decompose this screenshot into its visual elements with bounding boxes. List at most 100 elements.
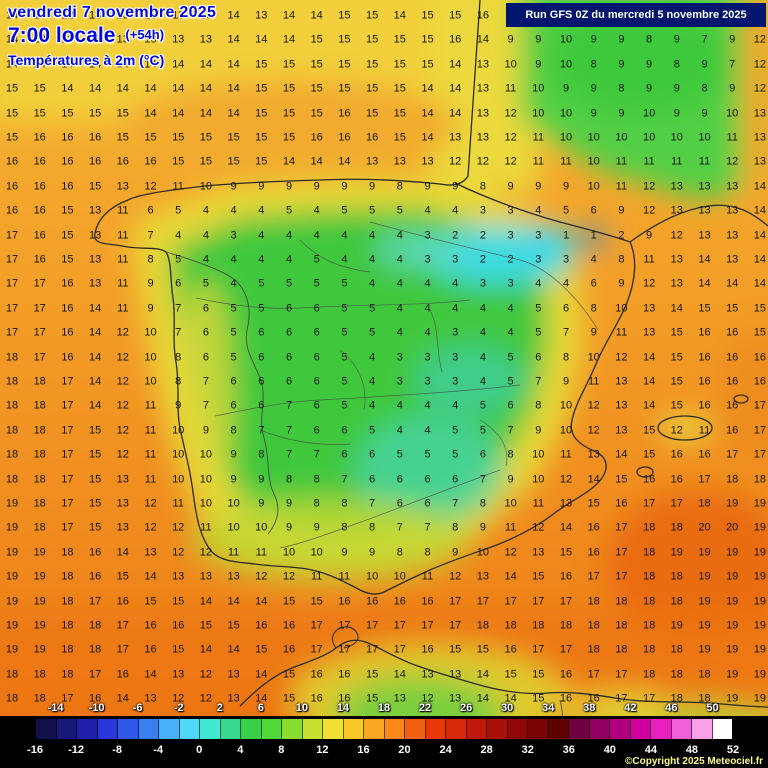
temp-value: 6 xyxy=(396,473,403,486)
temp-value: 13 xyxy=(642,326,656,339)
legend-bottom-label: 52 xyxy=(726,744,740,756)
temp-value: 13 xyxy=(144,9,157,22)
temp-value: 18 xyxy=(615,595,628,608)
temp-value: 4 xyxy=(452,302,459,315)
temp-value: 4 xyxy=(507,302,514,315)
temp-value: 15 xyxy=(670,326,683,339)
temp-value: 8 xyxy=(701,82,708,95)
temp-value: 15 xyxy=(116,107,129,120)
temp-value: 17 xyxy=(559,643,573,656)
legend-color-cell xyxy=(548,719,569,739)
temp-value: 15 xyxy=(670,375,683,388)
temp-value: 12 xyxy=(172,546,185,559)
temp-value: 16 xyxy=(615,497,628,510)
legend-color-cell xyxy=(159,719,180,739)
temp-value: 5 xyxy=(424,448,431,461)
temp-value: 5 xyxy=(285,277,293,290)
temp-value: 18 xyxy=(670,643,683,656)
temp-value: 14 xyxy=(144,570,157,583)
temp-value: 13 xyxy=(227,570,240,583)
temp-value: 4 xyxy=(562,277,570,290)
temp-value: 17 xyxy=(476,595,490,608)
temp-value: 13 xyxy=(88,204,102,217)
temp-value: 13 xyxy=(726,229,739,242)
temp-value: 14 xyxy=(61,58,74,71)
temp-value: 8 xyxy=(673,58,680,71)
temp-value: 11 xyxy=(615,180,628,193)
temp-value: 9 xyxy=(313,180,320,193)
temp-value: 14 xyxy=(144,107,157,120)
temp-value: 12 xyxy=(726,155,739,168)
temp-value: 17 xyxy=(5,302,19,315)
temp-value: 16 xyxy=(33,229,46,242)
temp-value: 16 xyxy=(338,595,351,608)
temp-value: 13 xyxy=(449,131,462,144)
temp-value: 15 xyxy=(116,131,129,144)
temp-value: 4 xyxy=(396,326,403,339)
temp-value: 17 xyxy=(449,619,462,632)
temp-value: 16 xyxy=(33,180,46,193)
temp-value: 16 xyxy=(421,643,434,656)
legend-color-cell xyxy=(282,719,303,739)
temp-value: 19 xyxy=(726,643,739,656)
temp-value: 9 xyxy=(452,546,459,559)
temp-value: 18 xyxy=(61,595,74,608)
temp-value: 13 xyxy=(615,424,628,437)
title-block: vendredi 7 novembre 2025 7:00 locale (+54… xyxy=(8,4,216,68)
temp-value: 18 xyxy=(726,473,739,486)
legend-top-label: 26 xyxy=(459,702,473,714)
temp-value: 14 xyxy=(116,692,129,705)
temp-value: 13 xyxy=(670,277,683,290)
temp-value: 19 xyxy=(33,643,46,656)
temp-value: 17 xyxy=(615,668,628,681)
temp-value: 15 xyxy=(338,9,351,22)
temp-value: 11 xyxy=(726,131,738,144)
temp-value: 15 xyxy=(393,33,406,46)
temp-value: 16 xyxy=(61,277,74,290)
temp-value: 16 xyxy=(587,546,600,559)
temp-value: 14 xyxy=(255,33,268,46)
temp-value: 3 xyxy=(535,253,542,266)
temp-value: 5 xyxy=(341,399,348,412)
legend-bottom-label: -12 xyxy=(68,744,84,756)
temp-value: 15 xyxy=(421,58,434,71)
legend-top-label: 14 xyxy=(336,702,350,714)
temp-value: 13 xyxy=(476,58,490,71)
temp-value: 11 xyxy=(532,497,545,510)
legend-color-cell xyxy=(364,719,385,739)
temp-value: 6 xyxy=(258,326,265,339)
temp-value: 8 xyxy=(175,375,182,388)
temp-value: 14 xyxy=(642,399,656,412)
temp-value: 14 xyxy=(5,33,19,46)
temp-value: 12 xyxy=(504,107,517,120)
temp-value: 9 xyxy=(590,33,597,46)
temp-value: 18 xyxy=(698,668,711,681)
forecast-date: vendredi 7 novembre 2025 xyxy=(8,4,217,21)
temp-value: 12 xyxy=(116,448,129,461)
temp-value: 14 xyxy=(116,546,129,559)
temp-value: 15 xyxy=(310,82,323,95)
temp-value: 4 xyxy=(424,204,431,217)
temp-value: 13 xyxy=(116,9,129,22)
temp-value: 16 xyxy=(698,399,711,412)
temp-value: 15 xyxy=(310,595,323,608)
temp-value: 17 xyxy=(33,302,46,315)
temp-value: 12 xyxy=(61,9,74,22)
temp-value: 15 xyxy=(365,668,379,681)
temp-value: 12 xyxy=(587,399,600,412)
temp-value: 9 xyxy=(147,302,154,315)
legend-color-cell xyxy=(241,719,262,739)
legend-color-cell xyxy=(528,719,549,739)
temp-value: 10 xyxy=(310,546,323,559)
temp-value: 9 xyxy=(646,58,653,71)
temp-value: 5 xyxy=(369,302,376,315)
temp-value: 17 xyxy=(615,570,628,583)
temp-value: 13 xyxy=(144,33,157,46)
temp-value: 13 xyxy=(753,155,767,168)
temp-value: 9 xyxy=(562,82,570,95)
temp-value: 5 xyxy=(313,277,320,290)
temp-value: 14 xyxy=(753,253,767,266)
temp-value: 10 xyxy=(532,473,545,486)
temp-value: 5 xyxy=(341,351,348,364)
temp-value: 11 xyxy=(532,155,545,168)
